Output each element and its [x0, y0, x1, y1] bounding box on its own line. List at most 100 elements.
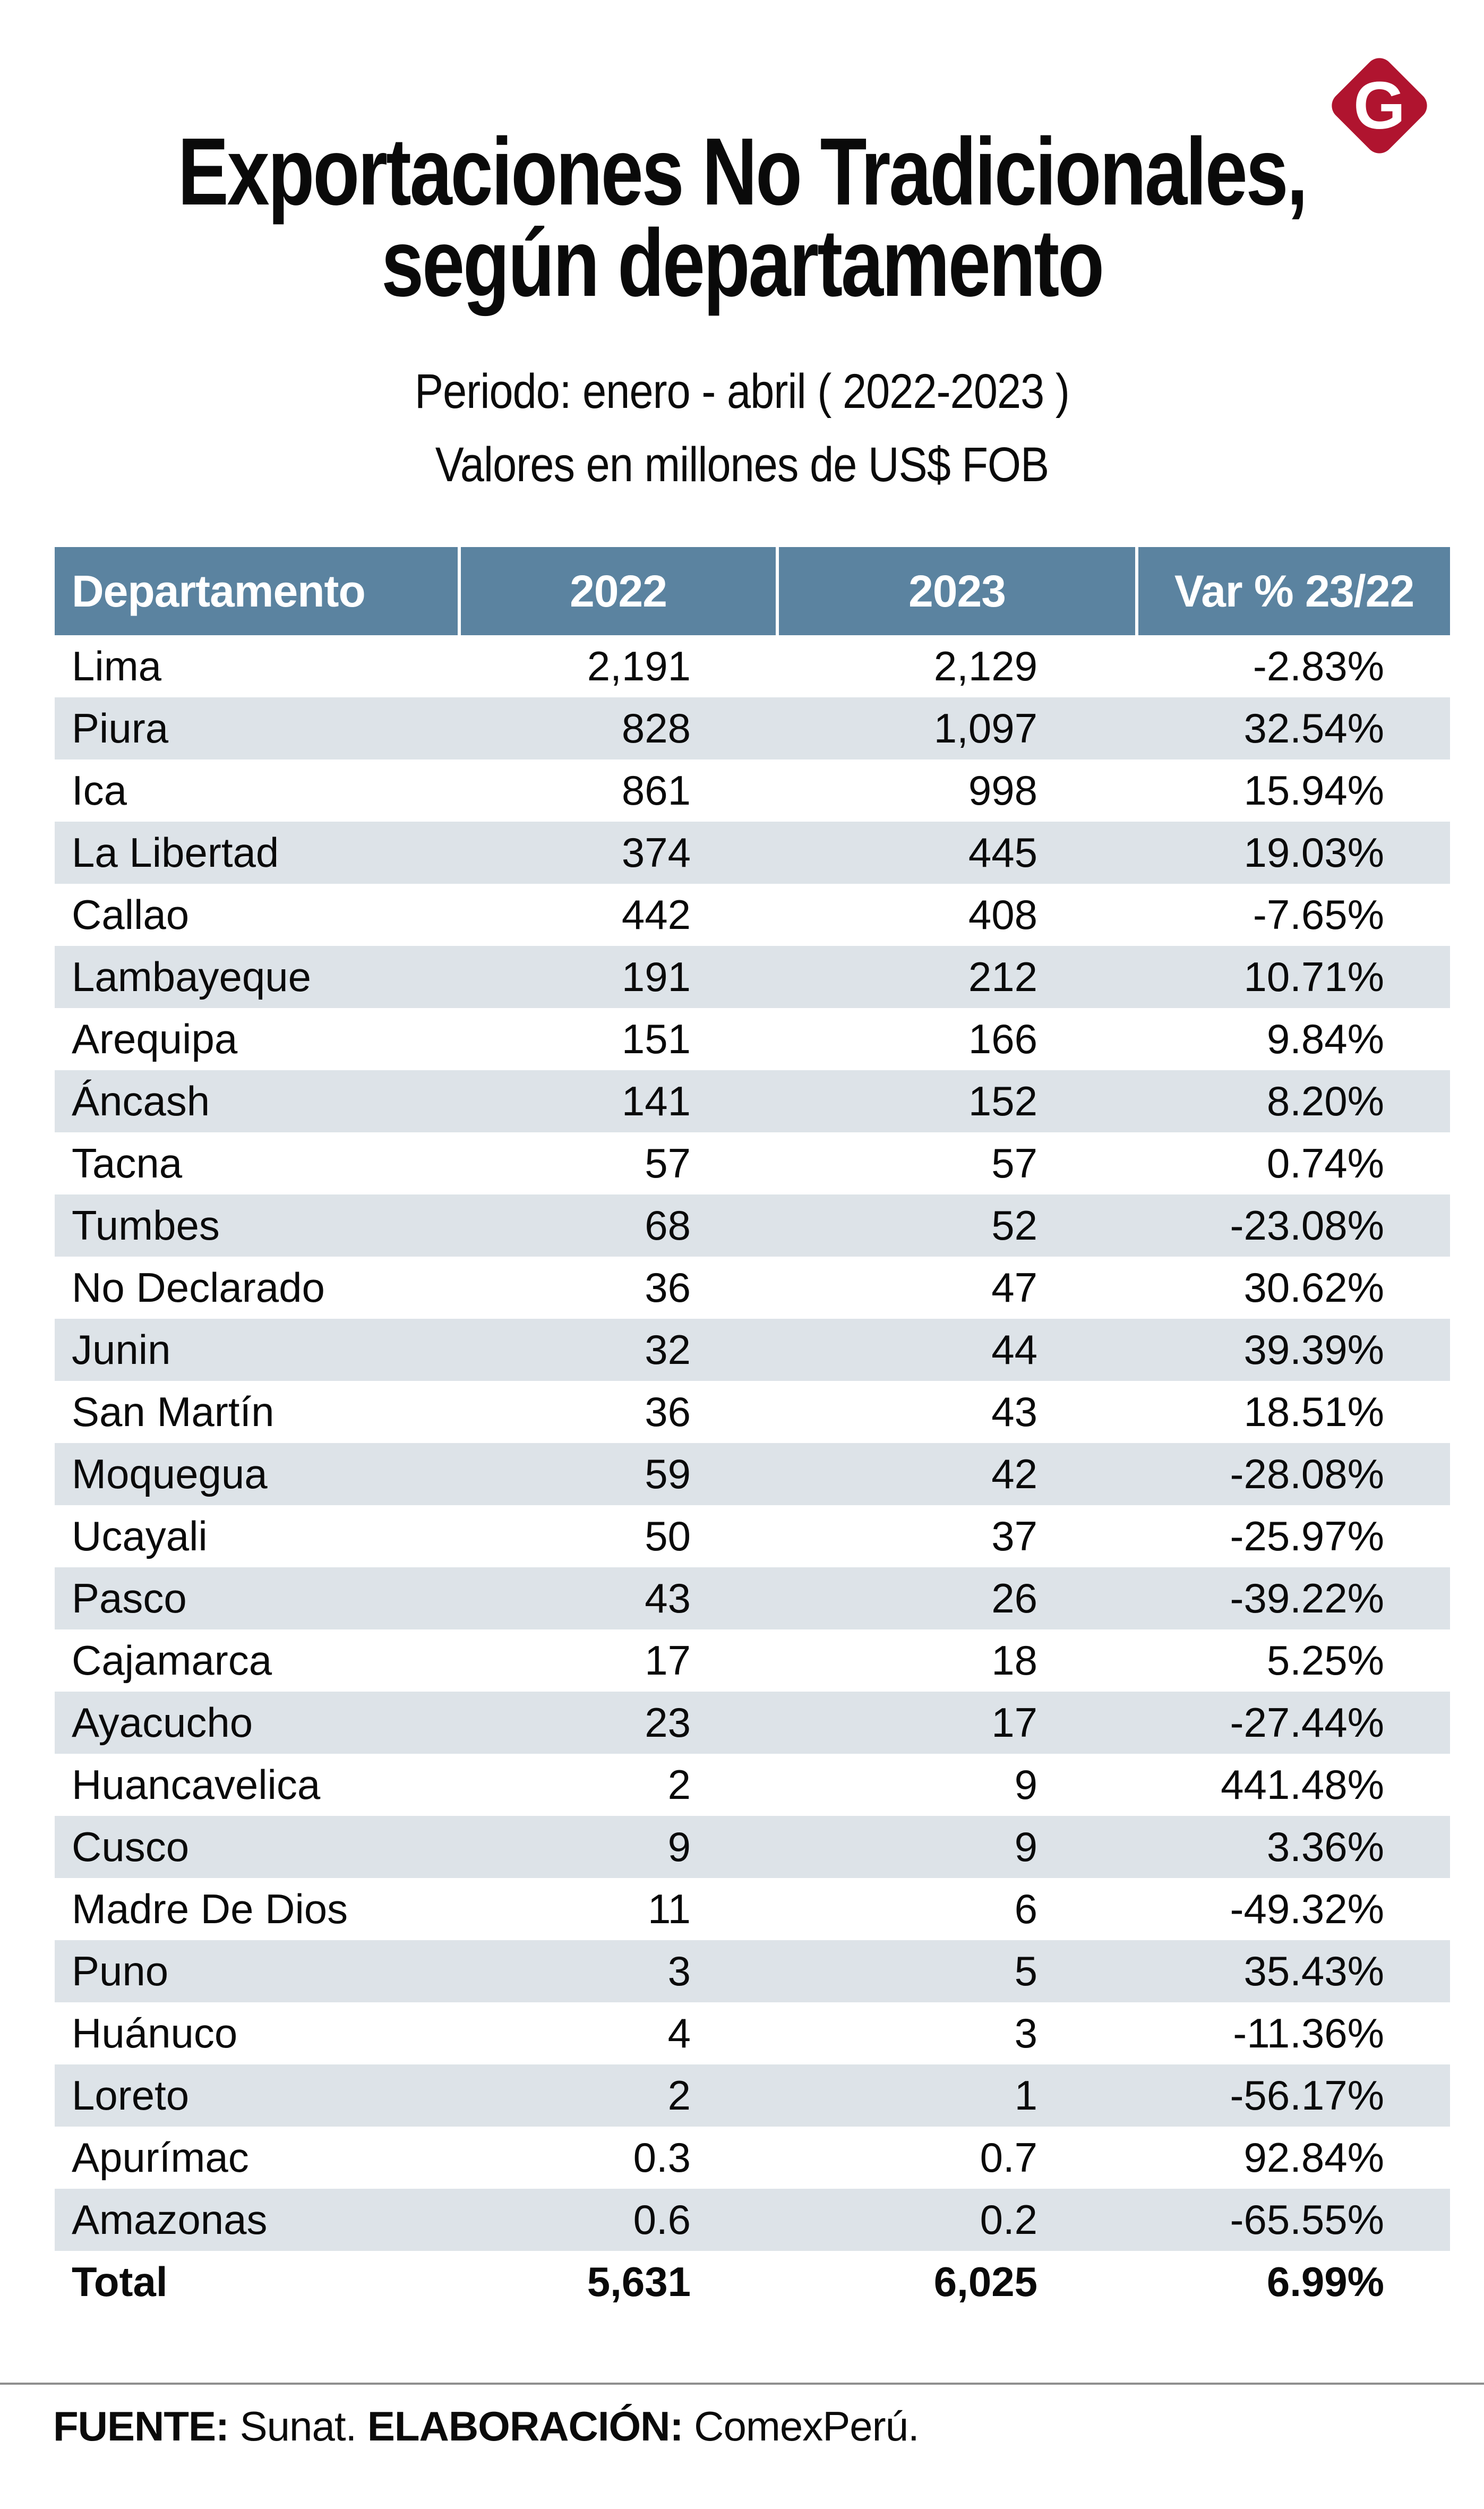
- cell-2022: 2: [667, 1761, 691, 1808]
- cell-departamento: Puno: [72, 1948, 169, 1994]
- cell-var-pct: 92.84%: [1243, 2134, 1384, 2181]
- cell-2023: 408: [968, 891, 1037, 938]
- table-row: Lambayeque 191 212 10.71%: [55, 946, 1450, 1008]
- cell-2022: 374: [621, 829, 691, 876]
- cell-2023: 9: [1014, 1823, 1037, 1870]
- cell-2022: 17: [645, 1637, 691, 1684]
- page-subtitle: Periodo: enero - abril ( 2022-2023 ) Val…: [0, 355, 1484, 501]
- table-row: Amazonas 0.6 0.2 -65.55%: [55, 2189, 1450, 2251]
- cell-2022: 0.6: [633, 2196, 691, 2243]
- exports-table: Departamento 2022 2023 Var % 23/22 Lima …: [55, 547, 1450, 2313]
- cell-2022: 50: [645, 1513, 691, 1559]
- cell-2023: 6,025: [933, 2258, 1037, 2305]
- cell-2022: 23: [645, 1699, 691, 1746]
- cell-departamento: Huancavelica: [72, 1761, 321, 1808]
- cell-2023: 6: [1014, 1885, 1037, 1932]
- cell-departamento: Madre De Dios: [72, 1885, 348, 1932]
- header-var-pct: Var % 23/22: [1135, 547, 1450, 635]
- page-title: Exportaciones No Tradicionales, según de…: [0, 124, 1484, 317]
- cell-2023: 37: [991, 1513, 1037, 1559]
- cell-var-pct: 441.48%: [1221, 1761, 1384, 1808]
- cell-var-pct: 6.99%: [1266, 2258, 1384, 2305]
- table-body: Lima 2,191 2,129 -2.83% Piura 828 1,097 …: [55, 635, 1450, 2313]
- cell-2022: 43: [645, 1575, 691, 1622]
- table-row: No Declarado 36 47 30.62%: [55, 1257, 1450, 1319]
- cell-2022: 151: [621, 1015, 691, 1062]
- cell-2022: 11: [648, 1885, 691, 1932]
- cell-departamento: Arequipa: [72, 1015, 238, 1062]
- cell-2022: 2,191: [587, 643, 691, 689]
- table-row: Ica 861 998 15.94%: [55, 759, 1450, 822]
- cell-departamento: La Libertad: [72, 829, 279, 876]
- cell-2023: 166: [968, 1015, 1037, 1062]
- table-row: Apurímac 0.3 0.7 92.84%: [55, 2127, 1450, 2189]
- header-2023: 2023: [776, 547, 1135, 635]
- cell-2023: 9: [1014, 1761, 1037, 1808]
- cell-var-pct: 5.25%: [1266, 1637, 1384, 1684]
- table-row: Cusco 9 9 3.36%: [55, 1816, 1450, 1878]
- cell-2023: 26: [991, 1575, 1037, 1622]
- cell-departamento: Amazonas: [72, 2196, 268, 2243]
- cell-2023: 3: [1014, 2010, 1037, 2056]
- cell-departamento: Apurímac: [72, 2134, 249, 2181]
- table-total-row: Total 5,631 6,025 6.99%: [55, 2251, 1450, 2313]
- cell-2022: 2: [667, 2072, 691, 2119]
- cell-var-pct: 10.71%: [1243, 953, 1384, 1000]
- cell-departamento: Moquegua: [72, 1450, 268, 1497]
- table-row: Ucayali 50 37 -25.97%: [55, 1505, 1450, 1567]
- cell-2023: 42: [991, 1450, 1037, 1497]
- table-header-row: Departamento 2022 2023 Var % 23/22: [55, 547, 1450, 635]
- cell-var-pct: 9.84%: [1266, 1015, 1384, 1062]
- table-row: La Libertad 374 445 19.03%: [55, 822, 1450, 884]
- table-row: Madre De Dios 11 6 -49.32%: [55, 1878, 1450, 1940]
- title-line-2: según departamento: [381, 210, 1104, 317]
- cell-var-pct: 3.36%: [1266, 1823, 1384, 1870]
- cell-2022: 68: [645, 1202, 691, 1249]
- cell-2023: 998: [968, 767, 1037, 814]
- cell-departamento: Callao: [72, 891, 190, 938]
- table-row: San Martín 36 43 18.51%: [55, 1381, 1450, 1443]
- cell-var-pct: 19.03%: [1243, 829, 1384, 876]
- cell-2023: 212: [968, 953, 1037, 1000]
- cell-2022: 3: [667, 1948, 691, 1994]
- table-row: Cajamarca 17 18 5.25%: [55, 1629, 1450, 1692]
- cell-var-pct: -25.97%: [1230, 1513, 1384, 1559]
- subtitle-units: Valores en millones de US$ FOB: [435, 438, 1049, 492]
- cell-var-pct: 35.43%: [1243, 1948, 1384, 1994]
- cell-2022: 36: [645, 1264, 691, 1311]
- cell-departamento: Lima: [72, 643, 162, 689]
- table-row: Huánuco 4 3 -11.36%: [55, 2002, 1450, 2064]
- cell-departamento: Lambayeque: [72, 953, 312, 1000]
- table-row: Huancavelica 2 9 441.48%: [55, 1754, 1450, 1816]
- source-label: FUENTE:: [53, 2403, 229, 2450]
- cell-2023: 1,097: [933, 705, 1037, 752]
- cell-2022: 442: [621, 891, 691, 938]
- cell-var-pct: 30.62%: [1243, 1264, 1384, 1311]
- source-note: FUENTE: Sunat. ELABORACIÓN: ComexPerú.: [53, 2400, 920, 2453]
- table-row: Piura 828 1,097 32.54%: [55, 697, 1450, 759]
- table-row: Áncash 141 152 8.20%: [55, 1070, 1450, 1132]
- cell-2022: 4: [667, 2010, 691, 2056]
- header-departamento: Departamento: [72, 566, 366, 616]
- cell-2022: 828: [621, 705, 691, 752]
- source-value: Sunat.: [228, 2403, 367, 2450]
- table-row: Pasco 43 26 -39.22%: [55, 1567, 1450, 1629]
- table-row: Ayacucho 23 17 -27.44%: [55, 1692, 1450, 1754]
- cell-var-pct: 8.20%: [1266, 1078, 1384, 1124]
- cell-2022: 59: [645, 1450, 691, 1497]
- cell-var-pct: 32.54%: [1243, 705, 1384, 752]
- table-row: Lima 2,191 2,129 -2.83%: [55, 635, 1450, 697]
- cell-2023: 2,129: [933, 643, 1037, 689]
- table-row: Callao 442 408 -7.65%: [55, 884, 1450, 946]
- cell-2023: 445: [968, 829, 1037, 876]
- cell-2023: 5: [1014, 1948, 1037, 1994]
- elaboration-label: ELABORACIÓN:: [367, 2403, 684, 2450]
- cell-2023: 17: [991, 1699, 1037, 1746]
- cell-var-pct: -49.32%: [1230, 1885, 1384, 1932]
- cell-2022: 36: [645, 1388, 691, 1435]
- table-row: Loreto 2 1 -56.17%: [55, 2064, 1450, 2127]
- cell-2023: 18: [991, 1637, 1037, 1684]
- cell-departamento: Cajamarca: [72, 1637, 272, 1684]
- cell-departamento: Ucayali: [72, 1513, 208, 1559]
- cell-var-pct: -28.08%: [1230, 1450, 1384, 1497]
